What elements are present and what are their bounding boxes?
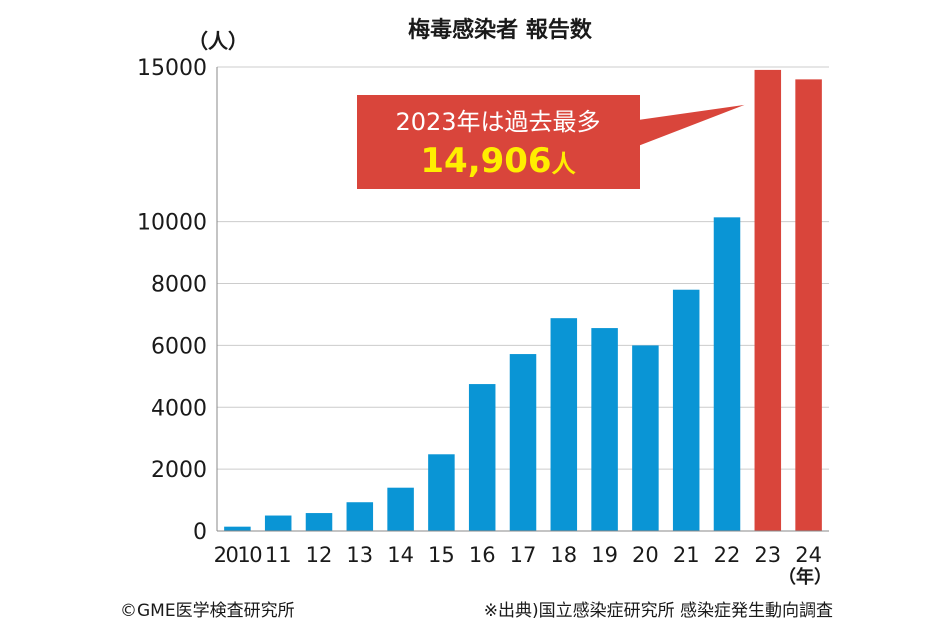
callout-box <box>357 95 640 189</box>
bar-24 <box>795 79 822 531</box>
x-tick-label: 14 <box>387 543 414 567</box>
bars <box>224 69 822 532</box>
y-tick-label: 6000 <box>151 334 207 359</box>
bar-15 <box>428 454 455 531</box>
callout-number-unit: 人 <box>552 150 576 178</box>
callout-number-value: 14,906 <box>420 141 551 181</box>
bar-22 <box>713 217 741 531</box>
x-tick-label: 17 <box>510 543 537 567</box>
bar-17 <box>509 354 537 531</box>
bar-21 <box>672 289 700 531</box>
x-tick-label: 16 <box>469 543 496 567</box>
bar-11 <box>264 515 292 531</box>
x-axis-unit: （年） <box>778 566 832 588</box>
bar-16 <box>468 384 496 531</box>
bar-12 <box>305 513 333 531</box>
x-tick-label: 2010 <box>214 543 262 567</box>
y-tick-label: 0 <box>193 520 207 545</box>
callout-pointer <box>638 104 745 146</box>
x-tick-label: 22 <box>714 543 741 567</box>
bar-13 <box>346 502 374 531</box>
x-tick-label: 13 <box>346 543 373 567</box>
bar-18 <box>550 318 578 531</box>
y-axis-unit: （人） <box>188 29 248 53</box>
x-tick-label: 21 <box>673 543 700 567</box>
y-tick-label: 2000 <box>151 458 207 483</box>
x-tick-label: 20 <box>632 543 659 567</box>
x-tick-label: 15 <box>428 543 455 567</box>
y-tick-label: 8000 <box>151 273 207 298</box>
y-tick-label: 15000 <box>137 56 207 81</box>
copyright-text: ©GME医学検査研究所 <box>120 601 295 621</box>
x-tick-label: 23 <box>754 543 781 567</box>
bar-23 <box>754 69 782 532</box>
bar-2010 <box>224 526 251 531</box>
callout-number: 14,906人 <box>420 141 575 181</box>
axes: 0 2000 4000 6000 8000 10000 15000 2010 11 12 13 14 1… <box>137 56 829 567</box>
bar-19 <box>591 328 618 531</box>
chart-title: 梅毒感染者 報告数 <box>408 17 593 43</box>
record-callout: 2023年は過去最多 14,906人 <box>357 95 745 189</box>
x-tick-label: 24 <box>795 543 822 567</box>
y-tick-label: 10000 <box>137 211 207 236</box>
y-tick-label: 4000 <box>151 396 207 421</box>
x-tick-label: 19 <box>591 543 618 567</box>
bar-20 <box>632 345 659 531</box>
bar-14 <box>387 487 414 531</box>
x-tick-label: 11 <box>265 543 292 567</box>
source-text: ※出典)国立感染症研究所 感染症発生動向調査 <box>484 601 833 621</box>
x-tick-label: 18 <box>550 543 577 567</box>
callout-text: 2023年は過去最多 <box>395 108 600 136</box>
x-tick-label: 12 <box>306 543 333 567</box>
